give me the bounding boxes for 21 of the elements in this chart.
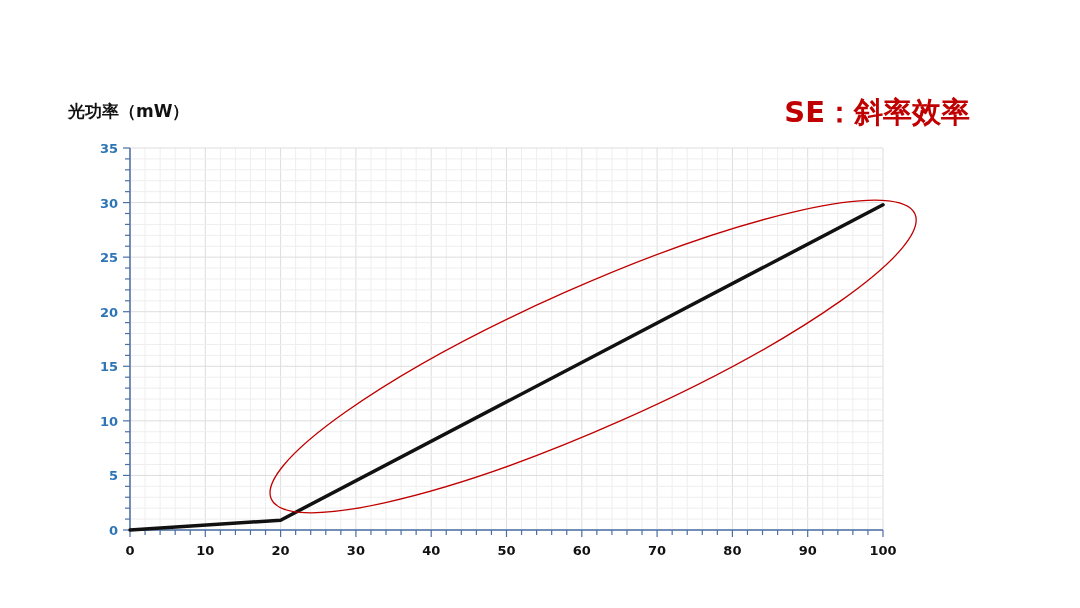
x-tick-label: 100 bbox=[869, 543, 897, 558]
x-tick-label: 10 bbox=[196, 543, 215, 558]
y-axis-title: 光功率（mW） bbox=[67, 101, 190, 121]
y-tick-label: 35 bbox=[99, 141, 118, 156]
chart-title: SE：斜率效率 bbox=[784, 95, 970, 129]
y-tick-label: 15 bbox=[99, 359, 118, 375]
y-tick-label: 30 bbox=[99, 195, 118, 211]
x-tick-label: 30 bbox=[346, 543, 365, 558]
y-tick-label: 25 bbox=[99, 250, 118, 266]
x-tick-label: 50 bbox=[497, 543, 516, 558]
y-tick-label: 20 bbox=[99, 304, 118, 320]
x-tick-label: 20 bbox=[271, 543, 290, 558]
x-tick-label: 40 bbox=[422, 543, 441, 558]
x-tick-label: 70 bbox=[648, 543, 667, 558]
x-tick-label: 90 bbox=[798, 543, 817, 558]
y-tick-label: 0 bbox=[108, 523, 118, 538]
y-tick-label: 5 bbox=[108, 468, 118, 484]
x-tick-label: 80 bbox=[723, 543, 742, 558]
y-tick-label: 10 bbox=[99, 413, 118, 429]
x-tick-label: 60 bbox=[572, 543, 591, 558]
x-tick-label: 0 bbox=[125, 543, 135, 558]
